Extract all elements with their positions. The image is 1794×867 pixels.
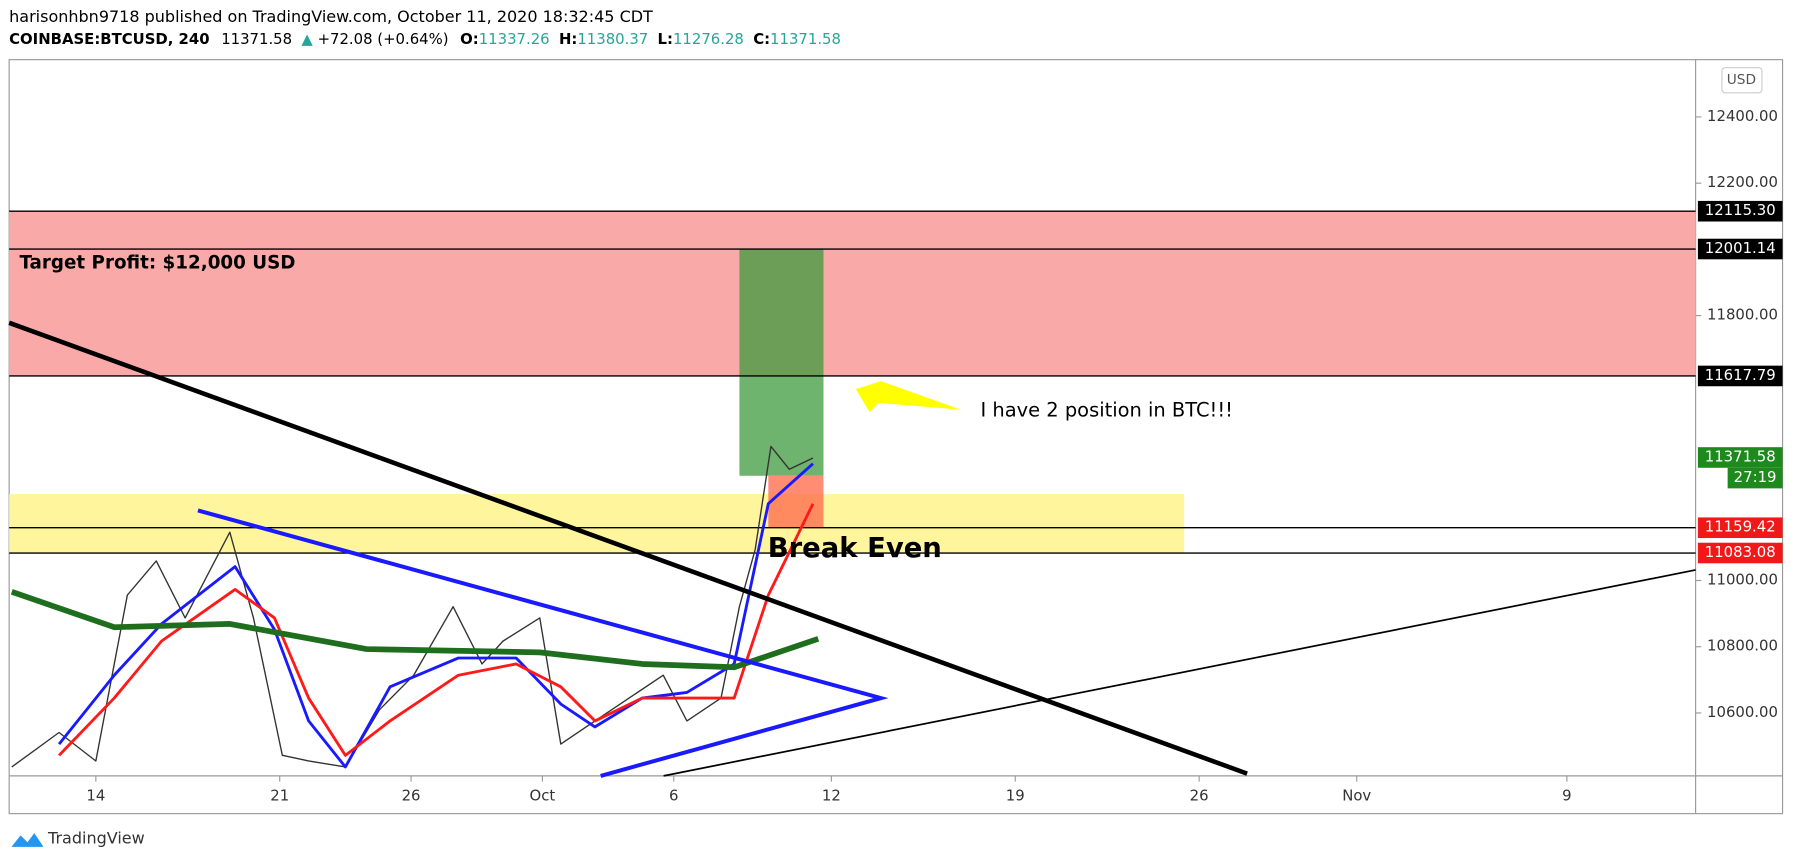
countdown: 27:19 xyxy=(1734,468,1777,486)
currency-box xyxy=(1721,67,1763,94)
annotation: I have 2 position in BTC!!! xyxy=(981,398,1233,421)
position-profit xyxy=(739,249,824,476)
triangle xyxy=(197,508,889,778)
x-tick-label: 6 xyxy=(669,786,678,804)
y-tick-label: 11800.00 xyxy=(1707,306,1778,324)
x-tick-label: 14 xyxy=(86,786,105,804)
header-line: harisonhbn9718 published on TradingView.… xyxy=(9,7,653,26)
y-tick-label: 10800.00 xyxy=(1707,637,1778,655)
price-label: 11617.79 xyxy=(1705,366,1776,384)
l: 11276.28 xyxy=(673,30,744,48)
x-tick-label: 26 xyxy=(402,786,421,804)
frame xyxy=(8,59,1784,815)
series-line xyxy=(10,589,820,671)
arrow xyxy=(855,381,962,413)
position-loss xyxy=(768,475,824,528)
h-label: H: xyxy=(559,30,577,48)
series-line xyxy=(58,503,815,757)
price-label-bg xyxy=(1697,365,1783,387)
brand: TradingView xyxy=(47,828,145,847)
x-tick-label: 21 xyxy=(270,786,289,804)
x-tick-label: 26 xyxy=(1190,786,1209,804)
change: +72.08 (+0.64%) xyxy=(318,30,449,48)
annotation: Break Even xyxy=(768,533,942,564)
trend-line xyxy=(8,320,1248,776)
price-label: 11371.58 xyxy=(1705,447,1776,465)
price-label-bg xyxy=(1697,447,1783,468)
y-tick-label: 11000.00 xyxy=(1707,571,1778,589)
x-tick-label: 9 xyxy=(1562,786,1571,804)
x-tick-label: 19 xyxy=(1006,786,1025,804)
x-tick-label: 12 xyxy=(822,786,841,804)
symbol: COINBASE:BTCUSD, 240 xyxy=(9,30,209,48)
o: 11337.26 xyxy=(479,30,550,48)
price-label: 11083.08 xyxy=(1705,543,1776,561)
currency: USD xyxy=(1727,72,1756,88)
x-tick-label: Oct xyxy=(530,786,556,804)
countdown-bg xyxy=(1727,467,1783,489)
l-label: L: xyxy=(658,30,673,48)
price-label-bg xyxy=(1697,542,1783,564)
o-label: O: xyxy=(460,30,479,48)
ohlc-line: COINBASE:BTCUSD, 240 11371.58 ▲ +72.08 (… xyxy=(9,30,841,48)
logo xyxy=(11,833,44,847)
price-label-bg xyxy=(1697,517,1783,539)
price-label: 11159.42 xyxy=(1705,518,1776,536)
c: 11371.58 xyxy=(770,30,841,48)
zones xyxy=(9,210,1696,554)
plot xyxy=(10,445,820,769)
arrow: ▲ xyxy=(301,30,313,48)
price-label-bg xyxy=(1697,200,1783,222)
trend-line xyxy=(663,569,1696,777)
y-tick-label: 12400.00 xyxy=(1707,107,1778,125)
price-label-bg xyxy=(1697,238,1783,260)
h: 11380.37 xyxy=(577,30,648,48)
y-tick-label: 12200.00 xyxy=(1707,173,1778,191)
support-zone xyxy=(9,494,1185,554)
series-line xyxy=(11,445,814,768)
price-label: 12115.30 xyxy=(1705,201,1776,219)
series-line xyxy=(57,462,814,769)
y-tick-label: 10600.00 xyxy=(1707,703,1778,721)
last: 11371.58 xyxy=(221,30,292,48)
price-label: 12001.14 xyxy=(1705,239,1776,257)
target-zone xyxy=(9,211,1696,376)
annotation: Target Profit: $12,000 USD xyxy=(19,252,295,273)
x-tick-label: Nov xyxy=(1342,786,1371,804)
c-label: C: xyxy=(753,30,770,48)
drawings xyxy=(8,320,1696,778)
